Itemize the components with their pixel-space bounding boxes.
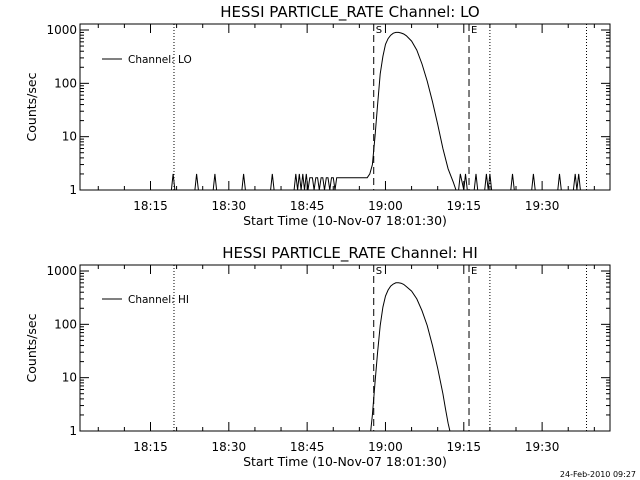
legend: Channel: HI [102, 294, 189, 306]
series-line [370, 282, 451, 432]
x-axis-label: Start Time (10-Nov-07 18:01:30) [243, 213, 447, 228]
legend-label: Channel: HI [128, 294, 189, 306]
x-axis-ticks: 18:15 18:30 18:45 19:00 19:15 19:30 [97, 265, 595, 454]
legend: Channel: LO [102, 54, 192, 66]
reference-lines [173, 24, 588, 190]
chart-panel-hi: HESSI PARTICLE_RATE Channel: HI S E 1 10 10… [24, 244, 611, 469]
y-tick-label: 1000 [46, 264, 77, 278]
chart-title: HESSI PARTICLE_RATE Channel: HI [222, 244, 478, 263]
x-tick-label: 19:15 [446, 199, 481, 213]
legend-label: Channel: LO [128, 54, 192, 66]
y-axis-label: Counts/sec [24, 313, 39, 382]
x-tick-label: 19:00 [368, 440, 403, 454]
reference-lines [173, 265, 588, 431]
marker-label-s: S [376, 266, 382, 277]
series-lines [80, 31, 610, 191]
series-lines [370, 282, 451, 432]
x-tick-label: 18:30 [212, 199, 247, 213]
x-tick-label: 19:15 [446, 440, 481, 454]
y-tick-label: 1 [69, 183, 77, 197]
marker-label-s: S [376, 25, 382, 36]
y-tick-label: 1 [69, 424, 77, 438]
y-tick-label: 10 [62, 371, 77, 385]
y-axis-ticks: 1 10 100 1000 [46, 264, 610, 438]
chart-title: HESSI PARTICLE_RATE Channel: LO [220, 3, 479, 22]
x-tick-label: 18:45 [290, 440, 325, 454]
x-tick-label: 19:30 [525, 199, 560, 213]
x-tick-label: 18:15 [133, 199, 168, 213]
plot-frame [79, 264, 611, 432]
y-tick-label: 100 [54, 76, 77, 90]
marker-label-e: E [471, 25, 477, 36]
x-axis-label: Start Time (10-Nov-07 18:01:30) [243, 454, 447, 469]
x-tick-label: 19:30 [525, 440, 560, 454]
x-tick-label: 18:15 [133, 440, 168, 454]
series-line [80, 31, 610, 191]
y-tick-label: 100 [54, 317, 77, 331]
timestamp: 24-Feb-2010 09:27 [560, 470, 636, 479]
plot-frame [79, 23, 611, 191]
y-tick-label: 10 [62, 130, 77, 144]
x-tick-label: 18:30 [212, 440, 247, 454]
x-tick-label: 18:45 [290, 199, 325, 213]
x-tick-label: 19:00 [368, 199, 403, 213]
marker-label-e: E [471, 266, 477, 277]
y-tick-label: 1000 [46, 23, 77, 37]
y-axis-ticks: 1 10 100 1000 [46, 23, 610, 197]
y-axis-label: Counts/sec [24, 72, 39, 141]
x-axis-ticks: 18:15 18:30 18:45 19:00 19:15 19:30 [97, 24, 595, 213]
